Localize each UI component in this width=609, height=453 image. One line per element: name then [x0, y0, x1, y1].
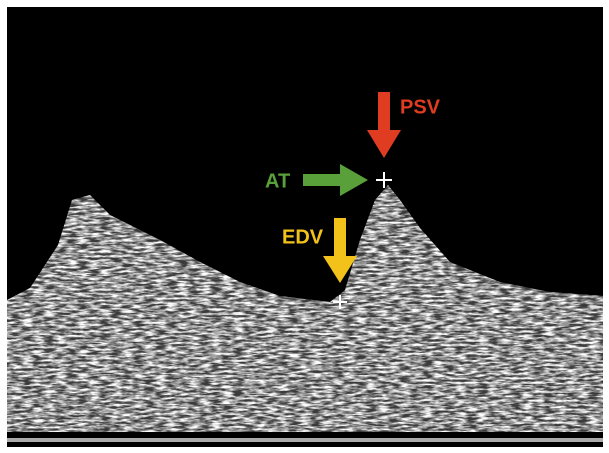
- label-psv: PSV: [400, 96, 441, 118]
- page: {"labels": {"psv": "PSV", "at": "AT", "e…: [0, 0, 609, 453]
- label-edv: EDV: [282, 226, 324, 248]
- baseline-bar: [7, 438, 603, 442]
- label-at: AT: [265, 170, 290, 192]
- doppler-image: PSV AT EDV: [0, 0, 609, 453]
